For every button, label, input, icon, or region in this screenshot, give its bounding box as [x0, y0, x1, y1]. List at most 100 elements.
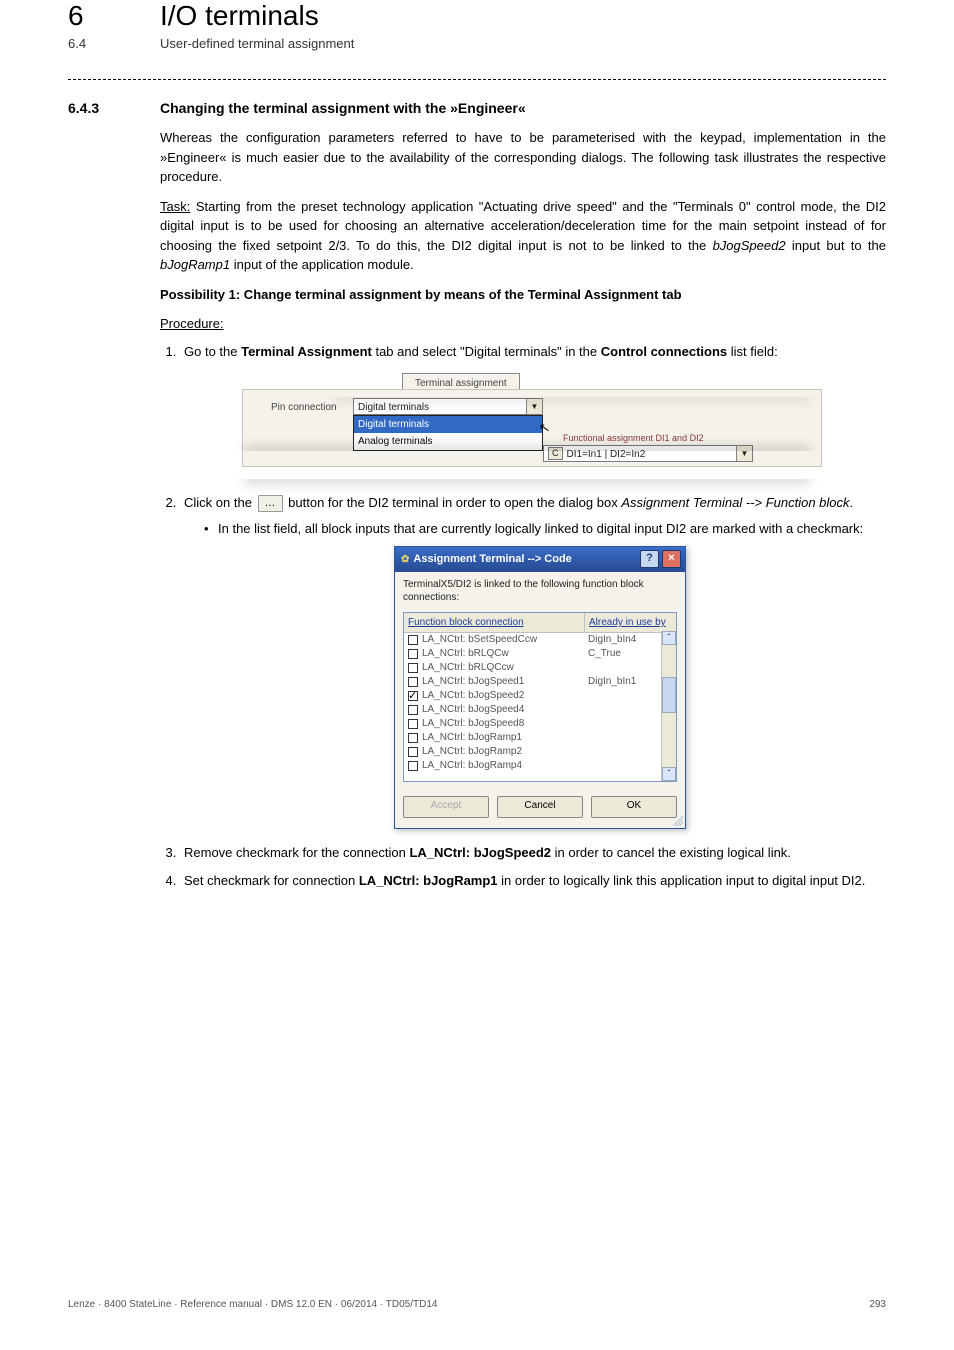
list-item[interactable]: LA_NCtrl: bJogRamp2 [404, 745, 676, 759]
list-item-label: LA_NCtrl: bJogRamp4 [422, 759, 522, 773]
gear-icon: ✿ [401, 552, 409, 567]
list-item-connection: LA_NCtrl: bJogRamp1 [404, 731, 584, 745]
task-italic-2: bJogRamp1 [160, 257, 230, 272]
page-footer: Lenze · 8400 StateLine · Reference manua… [68, 1299, 886, 1310]
list-item[interactable]: LA_NCtrl: bRLQCwC_True [404, 647, 676, 661]
checkbox[interactable] [408, 677, 418, 687]
footer-left: Lenze · 8400 StateLine · Reference manua… [68, 1299, 437, 1310]
step-1-c: tab and select "Digital terminals" in th… [372, 344, 601, 359]
step-3-b: LA_NCtrl: bJogSpeed2 [409, 845, 551, 860]
scroll-up-icon[interactable]: ˆ [662, 631, 676, 645]
resize-grip-icon[interactable] [673, 816, 683, 826]
task-text-3: input of the application module. [230, 257, 414, 272]
list-item-connection: LA_NCtrl: bRLQCcw [404, 661, 584, 675]
function-block-list: Function block connection Already in use… [403, 612, 677, 782]
step-1-e: list field: [727, 344, 778, 359]
list-item[interactable]: LA_NCtrl: bSetSpeedCcwDigIn_bIn4 [404, 633, 676, 647]
dialog-titlebar[interactable]: ✿ Assignment Terminal --> Code ? × [395, 547, 685, 572]
checkbox[interactable] [408, 719, 418, 729]
list-item-connection: LA_NCtrl: bJogSpeed8 [404, 717, 584, 731]
dialog-title: Assignment Terminal --> Code [413, 551, 637, 568]
combo2-c-badge: C [548, 447, 563, 460]
step-4-a: Set checkmark for connection [184, 873, 359, 888]
checkbox[interactable] [408, 761, 418, 771]
checkbox[interactable] [408, 733, 418, 743]
list-item[interactable]: LA_NCtrl: bJogRamp1 [404, 731, 676, 745]
header-col-inuse[interactable]: Already in use by [585, 613, 676, 632]
divider [68, 79, 886, 80]
checkbox[interactable] [408, 635, 418, 645]
dialog-button-row: Accept Cancel OK [395, 790, 685, 828]
checkbox[interactable] [408, 649, 418, 659]
step-3-c: in order to cancel the existing logical … [551, 845, 791, 860]
list-item[interactable]: LA_NCtrl: bJogSpeed1DigIn_bIn1 [404, 675, 676, 689]
step-2: Click on the … button for the DI2 termin… [180, 493, 886, 829]
dropdown-opt-analog[interactable]: Analog terminals [354, 433, 542, 450]
checkbox[interactable] [408, 663, 418, 673]
list-item-connection: LA_NCtrl: bJogSpeed4 [404, 703, 584, 717]
combo2-value: DI1=In1 | DI2=In2 [567, 449, 646, 460]
section-title-header: User-defined terminal assignment [160, 36, 354, 51]
list-item-connection: LA_NCtrl: bJogSpeed2 [404, 689, 584, 703]
step-2-d: . [850, 495, 854, 510]
scroll-down-icon[interactable]: ˇ [662, 767, 676, 781]
step-4-c: in order to logically link this applicat… [498, 873, 866, 888]
step-3-a: Remove checkmark for the connection [184, 845, 409, 860]
accept-button[interactable]: Accept [403, 796, 489, 818]
list-item-label: LA_NCtrl: bRLQCcw [422, 661, 514, 675]
list-item-label: LA_NCtrl: bJogSpeed4 [422, 703, 524, 717]
step-4: Set checkmark for connection LA_NCtrl: b… [180, 871, 886, 891]
close-button[interactable]: × [662, 550, 681, 568]
list-item[interactable]: LA_NCtrl: bJogSpeed2 [404, 689, 676, 703]
step-2-c: Assignment Terminal --> Function block [621, 495, 849, 510]
intro-paragraph: Whereas the configuration parameters ref… [160, 128, 886, 187]
step-4-b: LA_NCtrl: bJogRamp1 [359, 873, 498, 888]
pin-connection-dropdown[interactable]: Digital terminals Analog terminals [353, 415, 543, 451]
checkbox[interactable] [408, 747, 418, 757]
list-item-label: LA_NCtrl: bRLQCw [422, 647, 509, 661]
step-3: Remove checkmark for the connection LA_N… [180, 843, 886, 863]
combo2-arrow-icon[interactable]: ▼ [736, 446, 752, 461]
list-item[interactable]: LA_NCtrl: bJogSpeed4 [404, 703, 676, 717]
list-item[interactable]: LA_NCtrl: bRLQCcw [404, 661, 676, 675]
pin-connection-combo[interactable]: Digital terminals ▼ [353, 398, 543, 415]
procedure-label: Procedure: [160, 314, 886, 334]
step-1-a: Go to the [184, 344, 241, 359]
list-item-label: LA_NCtrl: bJogRamp2 [422, 745, 522, 759]
functional-assignment-label: Functional assignment DI1 and DI2 [563, 432, 704, 446]
subsection-title: Changing the terminal assignment with th… [160, 100, 526, 116]
list-item-connection: LA_NCtrl: bJogRamp2 [404, 745, 584, 759]
ellipsis-button[interactable]: … [258, 495, 283, 512]
figure-terminal-tab: Terminal assignment Pin connection Digit… [232, 371, 822, 479]
list-item[interactable]: LA_NCtrl: bJogRamp4 [404, 759, 676, 773]
task-label: Task: [160, 199, 190, 214]
dropdown-opt-digital[interactable]: Digital terminals [354, 416, 542, 433]
list-header: Function block connection Already in use… [404, 613, 676, 633]
cursor-icon: ↖ [537, 417, 551, 438]
combo1-arrow-icon[interactable]: ▼ [526, 399, 542, 414]
tab-panel: Pin connection Digital terminals ▼ Digit… [242, 389, 822, 467]
footer-page-number: 293 [869, 1299, 886, 1310]
checkbox[interactable] [408, 691, 418, 701]
combo1-value: Digital terminals [358, 402, 429, 413]
scroll-thumb[interactable] [662, 677, 676, 713]
list-scrollbar[interactable]: ˆ ˇ [661, 631, 676, 781]
help-button[interactable]: ? [640, 550, 659, 568]
list-item-label: LA_NCtrl: bJogSpeed2 [422, 689, 524, 703]
ok-button[interactable]: OK [591, 796, 677, 818]
dialog-description: TerminalX5/DI2 is linked to the followin… [395, 572, 685, 608]
possibility-title: Possibility 1: Change terminal assignmen… [160, 285, 886, 305]
pin-connection-label: Pin connection [271, 400, 337, 415]
checkbox[interactable] [408, 705, 418, 715]
functional-assignment-combo[interactable]: C DI1=In1 | DI2=In2 ▼ [543, 445, 753, 462]
subsection-number: 6.4.3 [68, 100, 160, 116]
chapter-title: I/O terminals [160, 0, 319, 32]
section-number-header: 6.4 [68, 36, 160, 51]
step-1: Go to the Terminal Assignment tab and se… [180, 342, 886, 480]
list-item-label: LA_NCtrl: bJogRamp1 [422, 731, 522, 745]
list-item[interactable]: LA_NCtrl: bJogSpeed8 [404, 717, 676, 731]
step-1-b: Terminal Assignment [241, 344, 372, 359]
cancel-button[interactable]: Cancel [497, 796, 583, 818]
header-col-connection[interactable]: Function block connection [404, 613, 585, 632]
list-item-connection: LA_NCtrl: bJogRamp4 [404, 759, 584, 773]
